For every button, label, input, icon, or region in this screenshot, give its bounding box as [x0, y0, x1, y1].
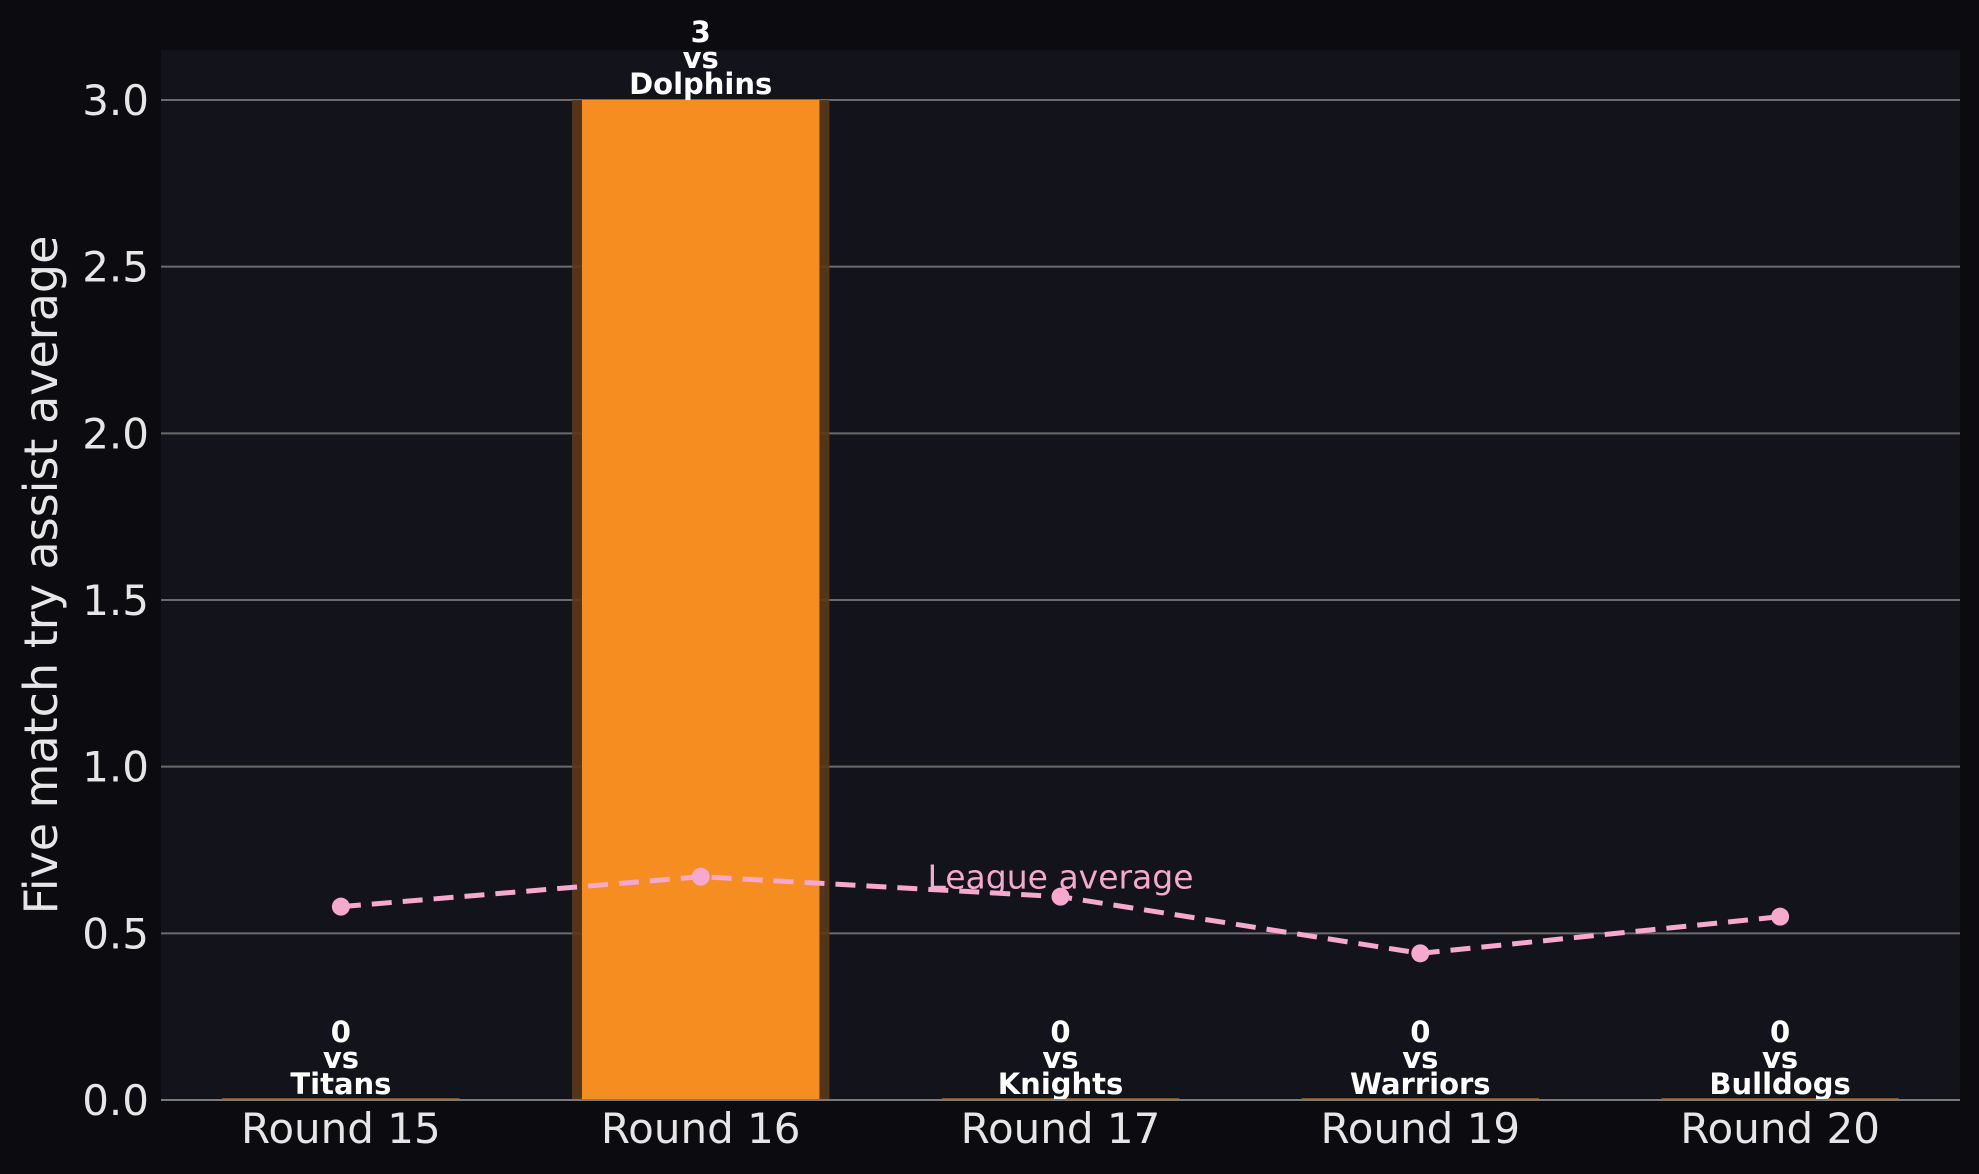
y-tick-label: 2.0	[82, 409, 149, 458]
x-tick-label: Round 16	[601, 1104, 801, 1153]
value-label: 3	[691, 15, 711, 49]
plot-area	[161, 50, 1960, 1100]
x-tick-label: Round 19	[1320, 1104, 1520, 1153]
y-tick-label: 2.5	[82, 243, 149, 292]
opponent-label: Warriors	[1350, 1067, 1491, 1101]
vs-label: vs	[683, 41, 719, 75]
value-label: 0	[1770, 1015, 1790, 1049]
gridlines	[161, 99, 1960, 935]
vs-label: vs	[1762, 1041, 1798, 1075]
value-label: 0	[331, 1015, 351, 1049]
bar	[581, 100, 820, 1100]
value-label: 0	[1410, 1015, 1430, 1049]
y-tick-label: 1.0	[82, 743, 149, 792]
x-tick-label: Round 15	[241, 1104, 441, 1153]
vs-label: vs	[1042, 1041, 1078, 1075]
x-tick-label: Round 17	[961, 1104, 1161, 1153]
league-average-point	[1411, 944, 1430, 963]
league-average-label: League average	[927, 858, 1193, 897]
x-tick-label: Round 20	[1680, 1104, 1880, 1153]
y-tick-label: 0.5	[82, 909, 149, 958]
vs-label: vs	[323, 1041, 359, 1075]
opponent-label: Dolphins	[629, 67, 772, 101]
league-average-point	[691, 867, 710, 886]
vs-label: vs	[1402, 1041, 1438, 1075]
league-average-point	[1051, 887, 1070, 906]
value-label: 0	[1050, 1015, 1070, 1049]
y-tick-label: 0.0	[82, 1076, 149, 1125]
league-average-point	[1771, 907, 1790, 926]
opponent-label: Knights	[998, 1067, 1124, 1101]
league-average-point	[331, 897, 350, 916]
y-tick-label: 1.5	[82, 576, 149, 625]
y-axis-title: Five match try assist average	[14, 236, 68, 915]
data-labels: Titansvs0Dolphinsvs3Knightsvs0Warriorsvs…	[290, 15, 1850, 1101]
opponent-label: Titans	[290, 1067, 391, 1101]
axes: Five match try assist average League ave…	[14, 76, 1960, 1153]
y-tick-label: 3.0	[82, 76, 149, 125]
opponent-label: Bulldogs	[1709, 1067, 1850, 1101]
league-average-series	[331, 867, 1790, 963]
